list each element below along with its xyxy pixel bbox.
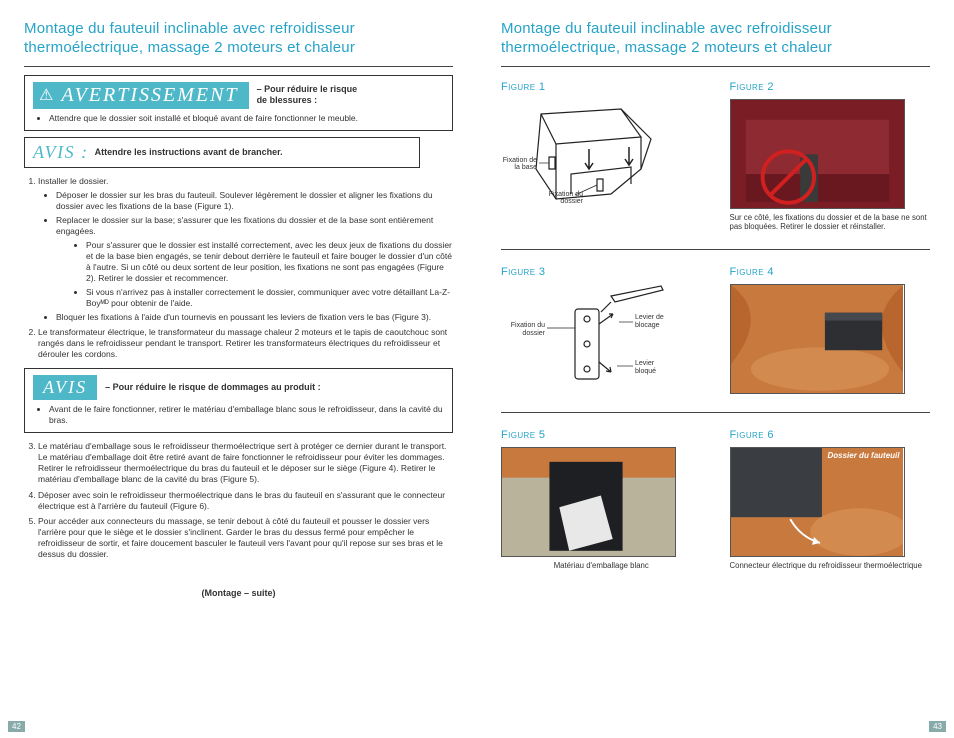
warning-icon: ⚠ [39,85,55,105]
figure-6-photo [731,448,904,557]
figure-2-image [730,99,905,209]
step-3: Le matériau d'emballage sous le refroidi… [38,441,453,485]
rule-left [24,66,453,67]
step-1-sub: Déposer le dossier sur les bras du faute… [38,190,453,324]
figure-6-label: Figure 6 [730,429,931,441]
avert-sub-2: de blessures : [257,95,318,105]
notice-sub: – Pour réduire le risque de dommages au … [105,382,321,393]
title-left: Montage du fauteuil inclinable avec refr… [24,20,453,58]
step-1b-text: Replacer le dossier sur la base; s'assur… [56,215,433,236]
f1-label-base: Fixation de la base [501,157,537,172]
step-1b-sub: Pour s'assurer que le dossier est instal… [56,240,453,309]
figure-6: Figure 6 Dossier du fauteuil Connecteur … [730,423,931,570]
step-1b1: Pour s'assurer que le dossier est instal… [86,240,453,284]
f3-label-b: Levier de blocage [635,314,675,329]
page-number-right: 43 [929,721,946,732]
avis-text: Attendre les instructions avant de branc… [95,147,283,157]
figure-5-photo [502,448,675,557]
step-4: Déposer avec soin le refroidisseur therm… [38,490,453,512]
figure-2-label: Figure 2 [730,81,931,93]
avert-badge: ⚠ AVERTISSEMENT [33,82,249,109]
bracket-line-drawing [501,284,676,394]
avertissement-box: ⚠ AVERTISSEMENT – Pour réduire le risque… [24,75,453,131]
step-2: Le transformateur électrique, le transfo… [38,327,453,360]
step-1: Installer le dossier. Déposer le dossier… [38,176,453,324]
steps-list: Installer le dossier. Déposer le dossier… [24,176,453,361]
step-1c: Bloquer les fixations à l'aide d'un tour… [56,312,453,323]
f3-label-c: Levier bloqué [635,360,675,375]
avert-item: Attendre que le dossier soit installé et… [49,113,444,124]
f1-label-dossier: Fixation du dossier [543,191,583,206]
title-right: Montage du fauteuil inclinable avec refr… [501,20,930,58]
title-r-line-1: Montage du fauteuil inclinable avec refr… [501,20,832,37]
step-5: Pour accéder aux connecteurs du massage,… [38,516,453,560]
continuation-note: (Montage – suite) [24,588,453,598]
chair-line-drawing [501,99,676,209]
figure-1-label: Figure 1 [501,81,702,93]
title-line-1: Montage du fauteuil inclinable avec refr… [24,20,355,37]
avert-sub: – Pour réduire le risque de blessures : [257,84,358,106]
avis-badge: AVIS : [33,142,89,163]
figure-3: Figure 3 [501,260,702,394]
avis-line: AVIS : Attendre les instructions avant d… [24,137,420,168]
figure-grid: Figure 1 [501,75,930,571]
figure-4-label: Figure 4 [730,266,931,278]
notice-badge: AVIS [33,375,97,400]
figure-3-label: Figure 3 [501,266,702,278]
notice-box: AVIS – Pour réduire le risque de dommage… [24,368,453,433]
figure-5-image [501,447,676,557]
figure-6-caption: Connecteur électrique du refroidisseur t… [730,561,931,570]
f3-label-a: Fixation du dossier [501,322,545,337]
notice-badge-text: AVIS [43,377,87,398]
step-1-text: Installer le dossier. [38,176,108,186]
figure-6-image: Dossier du fauteuil [730,447,905,557]
figure-4-photo [731,285,904,394]
figure-3-image: Fixation du dossier Levier de blocage Le… [501,284,676,394]
notice-item: Avant de le faire fonctionner, retirer l… [49,404,444,426]
page-right: Montage du fauteuil inclinable avec refr… [477,0,954,738]
figure-6-overlay: Dossier du fauteuil [827,452,899,461]
avert-head: ⚠ AVERTISSEMENT – Pour réduire le risque… [33,82,444,109]
avert-list: Attendre que le dossier soit installé et… [33,113,444,124]
rule-row-1 [501,249,930,250]
step-1b2: Si vous n'arrivez pas à installer correc… [86,287,453,309]
rule-row-2 [501,412,930,413]
title-r-line-2: thermoélectrique, massage 2 moteurs et c… [501,39,832,56]
steps-list-2: Le matériau d'emballage sous le refroidi… [24,441,453,559]
figure-4-image [730,284,905,394]
page-left: Montage du fauteuil inclinable avec refr… [0,0,477,738]
figure-5-label: Figure 5 [501,429,702,441]
step-1a: Déposer le dossier sur les bras du faute… [56,190,453,212]
figure-2-caption: Sur ce côté, les fixations du dossier et… [730,213,931,232]
figure-1: Figure 1 [501,75,702,232]
figure-2: Figure 2 Sur ce côté, les fixations du d… [730,75,931,232]
step-1b: Replacer le dossier sur la base; s'assur… [56,215,453,309]
notice-head: AVIS – Pour réduire le risque de dommage… [33,375,444,400]
page-number-left: 42 [8,721,25,732]
figure-2-photo [731,100,904,209]
page-spread: Montage du fauteuil inclinable avec refr… [0,0,954,738]
title-line-2: thermoélectrique, massage 2 moteurs et c… [24,39,355,56]
figure-4: Figure 4 [730,260,931,394]
avert-badge-text: AVERTISSEMENT [61,84,238,107]
figure-5: Figure 5 Matériau d'emballage blanc [501,423,702,570]
figure-5-caption: Matériau d'emballage blanc [501,561,702,570]
notice-list: Avant de le faire fonctionner, retirer l… [33,404,444,426]
avert-sub-1: – Pour réduire le risque [257,84,358,94]
rule-right [501,66,930,67]
figure-1-image: Fixation de la base Fixation du dossier [501,99,676,209]
